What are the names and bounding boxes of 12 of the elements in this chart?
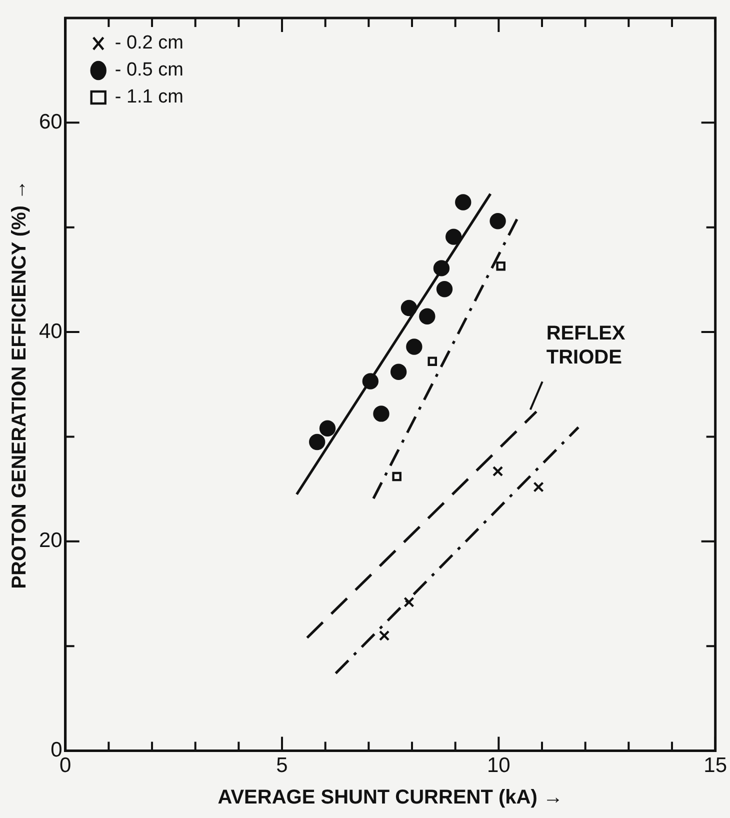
y-tick-label: 40 (39, 320, 62, 343)
x-tick-label: 5 (276, 754, 288, 778)
annotation: REFLEX TRIODE (546, 322, 626, 369)
legend-label: - 1.1 cm (114, 86, 184, 108)
legend-label: - 0.2 cm (114, 32, 184, 54)
y-tick-label: 60 (39, 110, 62, 134)
legend-label: - 0.5 cm (114, 60, 184, 81)
x-tick-label: 10 (486, 754, 510, 778)
y-axis-title: PROTON GENERATION EFFICIENCY (%) → (8, 180, 31, 589)
y-tick-label: 20 (39, 529, 62, 552)
x-tick-label: 15 (704, 754, 727, 778)
x-axis-title: AVERAGE SHUNT CURRENT (kA) → (218, 786, 563, 809)
